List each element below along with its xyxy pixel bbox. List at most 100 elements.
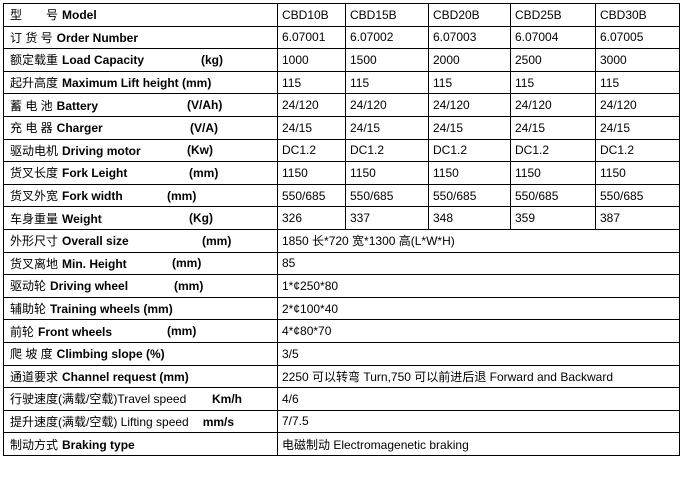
label-unit: (kg) <box>201 52 223 67</box>
header-cell: CBD20B <box>428 3 511 27</box>
value-cell: 6.07005 <box>595 25 680 50</box>
header-cell: CBD25B <box>510 3 596 27</box>
label-unit: mm/s <box>202 414 235 429</box>
value-cell: DC1.2 <box>510 138 596 163</box>
value-cell: 24/15 <box>345 115 429 140</box>
value-cell: 115 <box>595 70 680 95</box>
label-cn: 货叉长度 <box>10 166 59 181</box>
label-en: Fork Leight <box>62 166 128 181</box>
value-cell: 24/15 <box>277 115 346 140</box>
label-unit: (Kg) <box>189 211 213 226</box>
value-cell: 24/120 <box>595 93 680 117</box>
value-cell: DC1.2 <box>428 138 511 163</box>
value-cell: 550/685 <box>510 183 596 208</box>
label-unit: (mm) <box>202 233 232 248</box>
value-cell: 115 <box>510 70 596 95</box>
value-cell: 6.07001 <box>277 25 346 50</box>
label-en: Order Number <box>56 30 139 45</box>
label-en: Braking type <box>62 437 135 452</box>
label-en: Front wheels <box>38 324 113 339</box>
header-cell: CBD10B <box>277 3 346 27</box>
label-cn: 蓄 电 池 <box>10 98 53 113</box>
value-cell: 1150 <box>510 161 596 185</box>
label-unit: (mm) <box>167 188 197 203</box>
label-cell: 额定载重 Load Capacity (kg) <box>3 48 278 72</box>
label-cell: 驱动电机 Driving motor (Kw) <box>3 138 278 163</box>
value-cell: 1150 <box>277 161 346 185</box>
value-cell: 24/120 <box>510 93 596 117</box>
label-cell: 货叉长度 Fork Leight (mm) <box>3 161 278 185</box>
value-cell: 1850 长*720 宽*1300 高(L*W*H) <box>277 228 680 253</box>
label-cn: 前轮 <box>10 324 35 339</box>
label-cell: 通道要求 Channel request (mm) <box>3 364 278 389</box>
value-cell: 1000 <box>277 48 346 72</box>
value-cell: 4/6 <box>277 387 680 411</box>
value-cell: 24/15 <box>595 115 680 140</box>
value-cell: 359 <box>510 206 596 230</box>
spec-row: 车身重量 Weight (Kg) 326 337 348 359 387 <box>3 206 680 230</box>
value-cell: 24/120 <box>345 93 429 117</box>
label-cn: 制动方式 <box>10 437 59 452</box>
value-cell: 电磁制动 Electromagenetic braking <box>277 432 680 456</box>
value-cell: 24/120 <box>428 93 511 117</box>
label-unit: (mm) <box>174 278 204 293</box>
label-unit: (mm) <box>189 165 219 180</box>
value-cell: 85 <box>277 251 680 276</box>
value-cell: 348 <box>428 206 511 230</box>
label-cell: 货叉外宽 Fork width (mm) <box>3 183 278 208</box>
label-en: Driving motor <box>62 143 141 158</box>
value-cell: 115 <box>277 70 346 95</box>
value-cell: DC1.2 <box>277 138 346 163</box>
spec-row: 驱动电机 Driving motor (Kw) DC1.2 DC1.2 DC1.2 DC1.… <box>3 138 680 163</box>
label-en: Fork width <box>62 189 123 204</box>
spec-row: 充 电 器 Charger (V/A) 24/15 24/15 24/15 24/15 24/… <box>3 115 680 140</box>
label-en: Maximum Lift height (mm) <box>62 76 212 91</box>
value-cell: 6.07003 <box>428 25 511 50</box>
value-cell: 6.07002 <box>345 25 429 50</box>
spec-row: 起升高度 Maximum Lift height (mm) 115 115 115 115… <box>3 70 680 95</box>
label-en: Overall size <box>62 234 129 249</box>
label-en: Channel request (mm) <box>62 369 189 384</box>
label-unit: (Kw) <box>187 143 213 158</box>
value-cell: 24/15 <box>510 115 596 140</box>
label-cn: 爬 坡 度 <box>10 347 53 362</box>
value-cell: 550/685 <box>428 183 511 208</box>
label-unit: (mm) <box>172 256 202 271</box>
label-unit: Km/h <box>212 391 242 406</box>
label-cn: 充 电 器 <box>10 121 53 136</box>
spec-row: 货叉长度 Fork Leight (mm) 1150 1150 1150 1150 1150 <box>3 161 680 185</box>
header-row: 型 号 Model CBD10B CBD15B CBD20B CBD25B CBD30B <box>3 3 680 27</box>
label-en: Model <box>62 8 97 23</box>
label-cell: 爬 坡 度 Climbing slope (%) <box>3 341 278 366</box>
spec-row: 提升速度(满载/空载) Lifting speed mm/s 7/7.5 <box>3 409 680 434</box>
label-cell: 前轮 Front wheels (mm) <box>3 319 278 343</box>
value-cell: 3000 <box>595 48 680 72</box>
label-cell: 型 号 Model <box>3 3 278 27</box>
label-cell: 订 货 号 Order Number <box>3 25 278 50</box>
spec-row: 行驶速度(满载/空载)Travel speed Km/h 4/6 <box>3 387 680 411</box>
label-cn: 额定载重 <box>10 53 59 68</box>
value-cell: 1*¢250*80 <box>277 274 680 298</box>
value-cell: 2000 <box>428 48 511 72</box>
value-cell: 387 <box>595 206 680 230</box>
label-cn: 车身重量 <box>10 211 59 226</box>
label-en: Charger <box>56 121 103 136</box>
label-en: Min. Height <box>62 256 127 271</box>
label-cell: 制动方式 Braking type <box>3 432 278 456</box>
value-cell: 6.07004 <box>510 25 596 50</box>
label-cn: 驱动电机 <box>10 143 59 158</box>
value-cell: 4*¢80*70 <box>277 319 680 343</box>
value-cell: 7/7.5 <box>277 409 680 434</box>
spec-row: 爬 坡 度 Climbing slope (%) 3/5 <box>3 341 680 366</box>
value-cell: 550/685 <box>595 183 680 208</box>
label-cell: 车身重量 Weight (Kg) <box>3 206 278 230</box>
label-en: Weight <box>62 211 102 226</box>
header-cell: CBD30B <box>595 3 680 27</box>
spec-row: 外形尺寸 Overall size (mm) 1850 长*720 宽*1300 高(… <box>3 228 680 253</box>
label-cell: 辅助轮 Training wheels (mm) <box>3 296 278 321</box>
label-cn: 提升速度(满载/空载) Lifting speed <box>10 414 189 429</box>
label-unit: (V/A) <box>190 120 218 135</box>
value-cell: 2500 <box>510 48 596 72</box>
value-cell: 1500 <box>345 48 429 72</box>
label-en: Training wheels (mm) <box>50 302 173 317</box>
